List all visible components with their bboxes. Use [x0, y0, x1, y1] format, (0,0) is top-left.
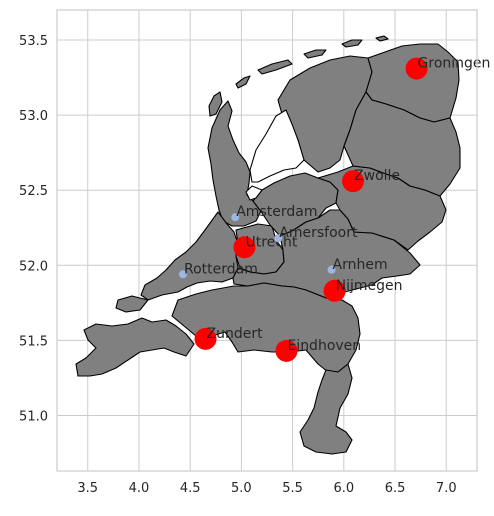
city-label: Rotterdam	[184, 261, 258, 277]
x-tick-label: 6.0	[333, 481, 354, 496]
city-label: Amsterdam	[236, 204, 317, 220]
province-zeeland	[75, 317, 195, 377]
province-south-holland	[140, 211, 239, 301]
city-marker	[327, 265, 336, 274]
y-tick-label: 53.0	[19, 109, 48, 124]
city-marker	[233, 236, 256, 259]
island-zeeland-north	[115, 295, 149, 313]
city-markers: Groningen Zwolle Utrecht Nijmegen Zundert Ein…	[179, 56, 490, 362]
x-tick-label: 6.5	[385, 481, 406, 496]
city-label: Amersfoort	[279, 225, 358, 241]
city-marker	[274, 234, 283, 243]
x-tick-label: 3.5	[77, 481, 98, 496]
city-label: Utrecht	[245, 234, 297, 250]
city-marker	[275, 339, 298, 362]
city-label: Zwolle	[354, 168, 400, 184]
y-tick-label: 51.0	[19, 409, 48, 424]
city-label: Eindhoven	[287, 338, 361, 354]
lake-ijsselmeer	[249, 109, 305, 183]
axes: 3.5 4.0 4.5 5.0 5.5 6.0 6.5 7.0 51.0 51.5 52.0 52.5…	[19, 9, 478, 496]
city-label: Nijmegen	[336, 278, 403, 294]
city-label: Zundert	[207, 326, 264, 342]
city-label: Groningen	[418, 56, 491, 72]
wadden-island-terschelling	[257, 59, 293, 75]
x-tick-label: 7.0	[436, 481, 457, 496]
city-marker	[194, 327, 217, 350]
city-marker	[405, 57, 428, 80]
x-tick-label: 4.5	[180, 481, 201, 496]
lake-markermeer	[245, 185, 263, 201]
y-tick-label: 51.5	[19, 334, 48, 349]
wadden-island-ameland	[303, 49, 327, 59]
city-marker	[231, 213, 240, 222]
plot-frame	[56, 9, 478, 472]
province-drenthe	[343, 91, 461, 197]
city-marker	[323, 279, 346, 302]
city-label: Arnhem	[333, 257, 388, 273]
y-tick-label: 52.0	[19, 259, 48, 274]
city-marker	[179, 270, 187, 279]
wadden-island-texel	[208, 91, 223, 117]
city-marker	[342, 170, 365, 193]
x-tick-label: 5.0	[231, 481, 252, 496]
y-tick-label: 53.5	[19, 34, 48, 49]
y-tick-label: 52.5	[19, 184, 48, 199]
wadden-island-vlieland	[235, 75, 251, 89]
netherlands-map	[75, 35, 461, 455]
wadden-island-schiermonnikoog	[341, 39, 363, 48]
x-tick-label: 5.5	[282, 481, 303, 496]
wadden-island-rottumeroog	[375, 35, 389, 42]
province-limburg	[299, 363, 353, 455]
x-tick-label: 4.0	[129, 481, 150, 496]
